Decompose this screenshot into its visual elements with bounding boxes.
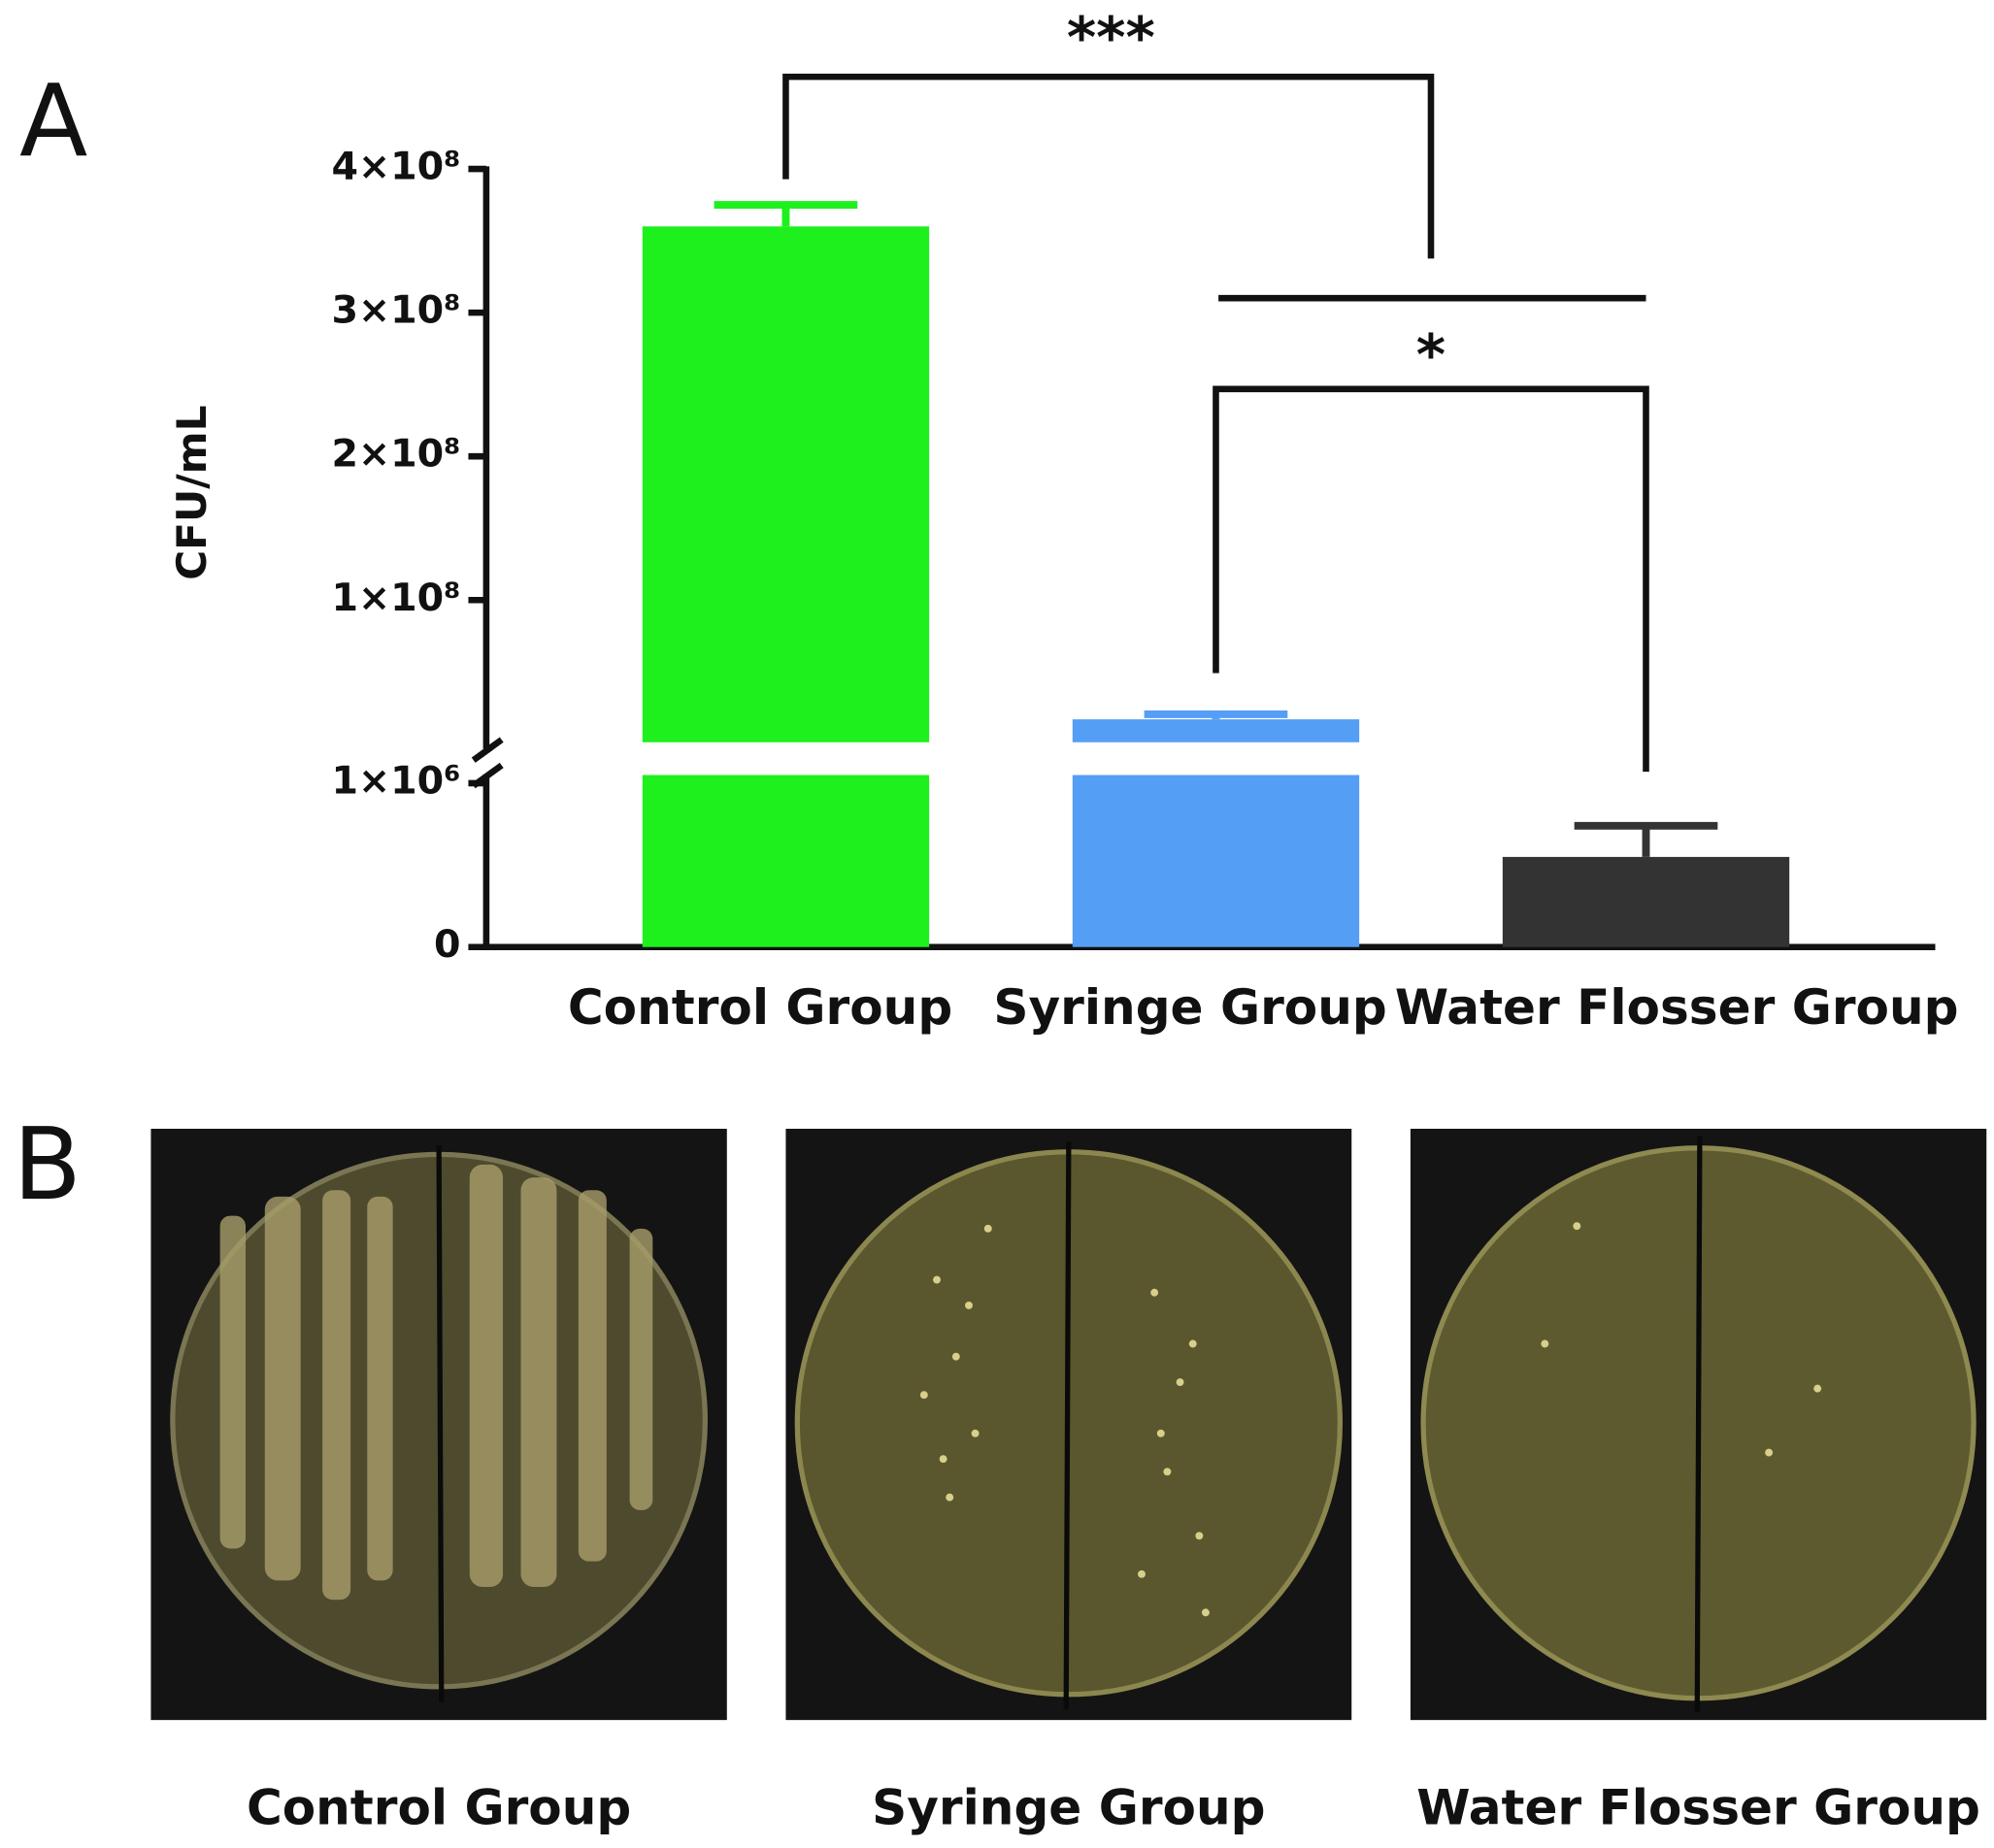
significance-bracket bbox=[782, 73, 1435, 259]
x-tick-label: Syringe Group bbox=[993, 978, 1386, 1036]
axis-break bbox=[471, 737, 504, 763]
y-tick-label: 4×10⁸ bbox=[332, 145, 461, 189]
y-tick-label: 2×10⁸ bbox=[332, 432, 461, 477]
bar bbox=[642, 226, 930, 742]
photo-label: Water Flosser Group bbox=[1416, 1778, 1980, 1835]
photo-label: Control Group bbox=[247, 1778, 631, 1835]
significance-bracket bbox=[1213, 385, 1649, 773]
x-tick-label: Water Flosser Group bbox=[1395, 978, 1959, 1036]
panel-label: A bbox=[19, 64, 87, 180]
plate-photo bbox=[1410, 1128, 1987, 1721]
significance-label: * bbox=[1416, 321, 1446, 387]
bar bbox=[1502, 856, 1790, 947]
bar bbox=[1072, 719, 1360, 742]
y-axis-label: CFU/mL bbox=[168, 405, 216, 579]
y-tick-label: 1×10⁸ bbox=[332, 576, 461, 620]
y-tick-label: 3×10⁸ bbox=[332, 288, 461, 333]
photo-label: Syringe Group bbox=[872, 1778, 1265, 1835]
plate-photo bbox=[150, 1128, 727, 1721]
bar bbox=[642, 775, 930, 947]
bar bbox=[1072, 775, 1360, 947]
y-tick-label: 1×10⁶ bbox=[332, 758, 461, 803]
significance-label: *** bbox=[1067, 4, 1155, 70]
plate-photo bbox=[785, 1128, 1352, 1721]
x-tick-label: Control Group bbox=[568, 978, 952, 1036]
y-tick-label: 0 bbox=[434, 922, 461, 967]
panel-label: B bbox=[13, 1107, 82, 1223]
